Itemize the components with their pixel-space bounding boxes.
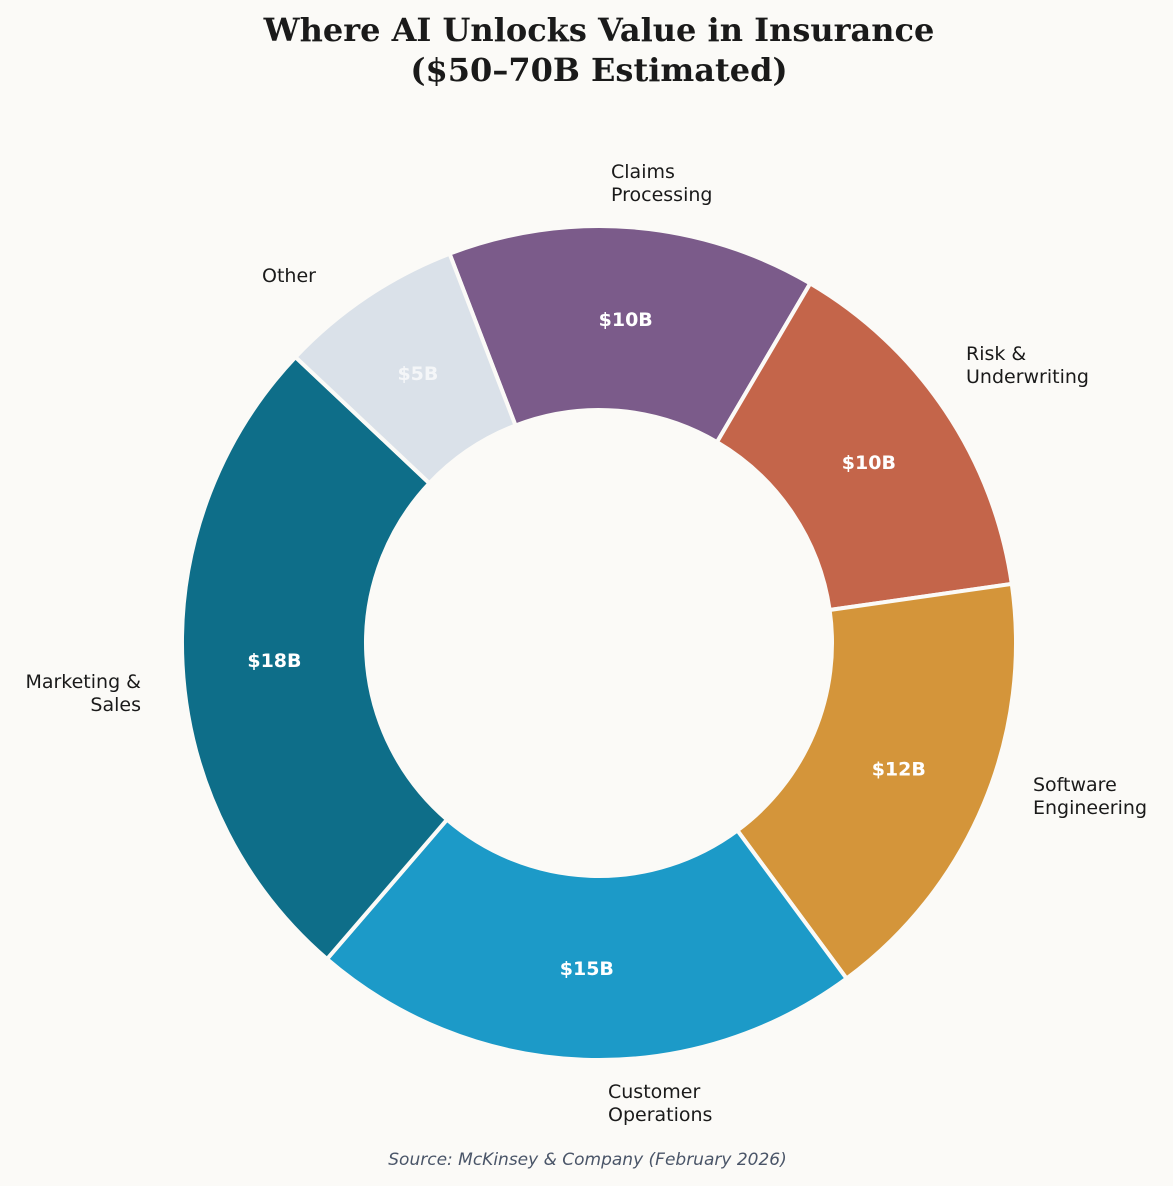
category-label-claims: Claims Processing xyxy=(611,161,712,206)
value-label-customer: $15B xyxy=(560,958,614,980)
category-label-risk: Risk & Underwriting xyxy=(966,343,1089,388)
source-note: Source: McKinsey & Company (February 202… xyxy=(388,1150,787,1170)
category-label-software: Software Engineering xyxy=(1033,774,1147,819)
value-label-risk: $10B xyxy=(842,452,896,474)
slice-risk xyxy=(714,280,1015,613)
chart-title-line-2: ($50–70B Estimated) xyxy=(410,51,788,89)
value-label-marketing: $18B xyxy=(247,650,301,672)
slice-software xyxy=(734,581,1018,982)
slice-claims xyxy=(446,224,813,445)
category-label-customer: Customer Operations xyxy=(608,1081,712,1126)
value-label-claims: $10B xyxy=(599,309,653,331)
slice-marketing xyxy=(180,354,450,962)
value-label-other: $5B xyxy=(397,363,438,385)
slice-other xyxy=(292,251,519,487)
category-label-other: Other xyxy=(262,265,316,287)
slice-customer xyxy=(324,816,850,1062)
value-label-software: $12B xyxy=(872,758,926,780)
category-label-marketing: Marketing & Sales xyxy=(25,671,141,716)
chart-title-line-1: Where AI Unlocks Value in Insurance xyxy=(263,11,935,49)
chart-title: Where AI Unlocks Value in Insurance ($50… xyxy=(0,10,1173,90)
